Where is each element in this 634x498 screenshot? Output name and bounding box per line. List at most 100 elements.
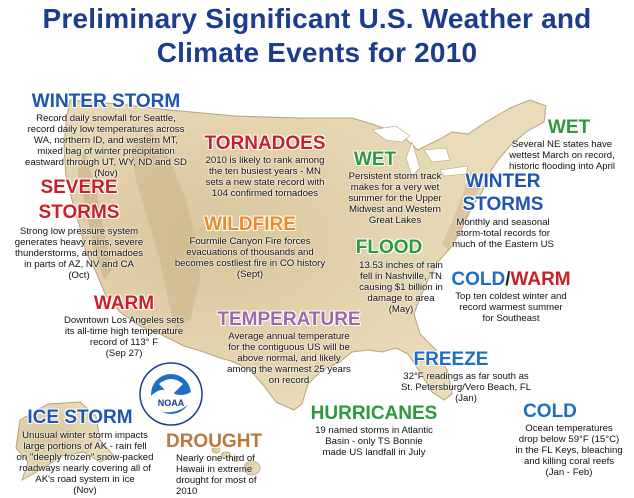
event-line: wettest March on record,	[509, 150, 615, 161]
event-cold-warm: COLD/WARM Top ten coldest winter and rec…	[444, 270, 578, 324]
event-line: Hawaii in extreme	[176, 464, 253, 475]
sierra-relief	[78, 150, 112, 280]
event-line: its all-time high temperature	[64, 326, 184, 337]
event-title: WET	[353, 149, 397, 170]
event-line: (Jan)	[455, 393, 477, 404]
event-line: record of 113° F	[89, 337, 159, 348]
event-line: among the warmest 25 years	[227, 364, 351, 375]
event-line: Ocean temperatures	[525, 423, 613, 434]
event-title: FREEZE	[413, 349, 489, 370]
event-line: St. Petersburg/Vero Beach, FL	[400, 382, 532, 393]
event-line: above normal, and likely	[237, 353, 341, 364]
event-line: for Southeast	[482, 313, 540, 324]
event-line: 19 named storms in Atlantic	[315, 425, 433, 436]
noaa-logo-text: NOAA	[158, 398, 185, 408]
event-line: Fourmile Canyon Fire forces	[189, 236, 311, 247]
event-line: Several NE states have	[511, 139, 613, 150]
event-line: the ten busiest years - MN	[209, 166, 321, 177]
event-line: WA, northern ID, and western MT,	[33, 135, 179, 146]
event-line: in parts of AZ, NV and CA	[24, 259, 134, 270]
event-line: Average annual temperature	[228, 331, 350, 342]
event-line: evacuations of thousands and	[186, 247, 314, 258]
event-title: COLD/WARM	[444, 270, 578, 289]
event-title: WET	[547, 117, 591, 138]
event-title: TORNADOES	[204, 133, 326, 154]
event-line: much of the Eastern US	[452, 239, 554, 250]
event-line: becomes costliest fire in CO history	[174, 258, 326, 269]
noaa-logo: NOAA	[139, 362, 203, 426]
event-line: damage to area	[367, 293, 435, 304]
rocky-mountains-relief	[130, 130, 200, 330]
event-title: FLOOD	[355, 237, 423, 258]
great-lakes	[371, 125, 469, 177]
event-line: 104 confirmed tornadoes	[211, 188, 319, 199]
event-line: Midwest and Western	[348, 204, 442, 215]
event-line: (Oct)	[68, 270, 90, 281]
event-line: AK's road system in ice	[35, 474, 135, 485]
event-line: Top ten coldest winter and	[455, 291, 567, 302]
event-line: fell in Nashville, TN	[360, 271, 442, 282]
event-line: Nearly one-third of	[176, 453, 255, 464]
event-line: in the FL Keys, bleaching	[515, 445, 623, 456]
event-line: Great Lakes	[368, 215, 422, 226]
event-line: generates heavy rains, severe	[14, 237, 144, 248]
event-line: Basin - only TS Bonnie	[325, 436, 423, 447]
event-title: WILDFIRE	[204, 214, 296, 235]
event-line: causing $1 billion in	[359, 282, 443, 293]
event-hurricanes: HURRICANES 19 named storms in Atlantic B…	[302, 404, 446, 458]
event-line: makes for a very wet	[350, 182, 440, 193]
appalachians-relief	[442, 170, 480, 250]
cold-label: COLD	[451, 269, 506, 290]
event-title: WINTER	[465, 171, 541, 192]
event-freeze: FREEZE 32°F readings as far south as St.…	[400, 350, 532, 404]
event-tornadoes: TORNADOES 2010 is likely to rank among t…	[194, 134, 336, 199]
event-line: record warmest summer	[459, 302, 563, 313]
event-ice-storm: ICE STORM Unusual winter storm impacts l…	[2, 408, 168, 496]
event-line: Persistent storm track	[348, 171, 442, 182]
event-line: thunderstorms, and tornadoes	[15, 248, 143, 259]
event-line: storm-total records for	[456, 228, 550, 239]
event-line: 13.53 inches of rain	[359, 260, 443, 271]
event-line: Unusual winter storm impacts	[22, 430, 148, 441]
event-title: HURRICANES	[310, 403, 438, 424]
event-line: large portions of AK - rain fell	[23, 441, 147, 452]
event-line: 2010 is likely to rank among	[205, 155, 325, 166]
slash-label: /	[505, 269, 511, 290]
page-title-line-2: Climate Events for 2010	[156, 37, 478, 68]
event-title: WINTER STORM	[31, 91, 181, 112]
event-wet-northeast: WET Several NE states have wettest March…	[494, 118, 630, 172]
event-line: drought for most of	[176, 475, 257, 486]
event-temperature: TEMPERATURE Average annual temperature f…	[208, 310, 370, 386]
event-line: (Sep 27)	[105, 348, 143, 359]
alaska-shape	[15, 401, 115, 482]
event-warm: WARM Downtown Los Angeles sets its all-t…	[50, 294, 198, 359]
event-title: COLD	[523, 401, 577, 422]
event-wildfire: WILDFIRE Fourmile Canyon Fire forces eva…	[164, 215, 336, 280]
event-line: Record daily snowfall for Seattle,	[36, 113, 176, 124]
event-line: and killing coral reefs	[523, 456, 615, 467]
event-title: STORMS	[462, 194, 544, 215]
event-drought: DROUGHT Nearly one-third of Hawaii in ex…	[164, 432, 264, 497]
event-line: (Nov)	[94, 168, 118, 179]
event-line: mixed bag of winter precipitation	[37, 146, 175, 157]
contiguous-us-shape	[63, 99, 547, 411]
event-line: drop below 59°F (15°C)	[518, 434, 620, 445]
hawaii-shape	[211, 446, 261, 476]
event-line: (Nov)	[73, 485, 97, 496]
event-line: made US landfall in July	[322, 447, 426, 458]
event-line: (Jan - Feb)	[545, 467, 593, 478]
event-line: 2010	[176, 486, 198, 497]
event-severe-storms: SEVERE STORMS Strong low pressure system…	[4, 178, 154, 281]
event-title: ICE STORM	[27, 407, 133, 428]
event-wet-midwest: WET Persistent storm track makes for a v…	[340, 150, 450, 226]
event-title: TEMPERATURE	[217, 309, 361, 330]
event-line: (Sept)	[236, 269, 264, 280]
event-line: Monthly and seasonal	[456, 217, 550, 228]
warm-label: WARM	[510, 269, 571, 290]
event-line: Strong low pressure system	[19, 226, 139, 237]
page-title-line-1: Preliminary Significant U.S. Weather and	[42, 3, 592, 34]
event-line: sets a new state record with	[205, 177, 325, 188]
event-title: DROUGHT	[165, 431, 263, 452]
